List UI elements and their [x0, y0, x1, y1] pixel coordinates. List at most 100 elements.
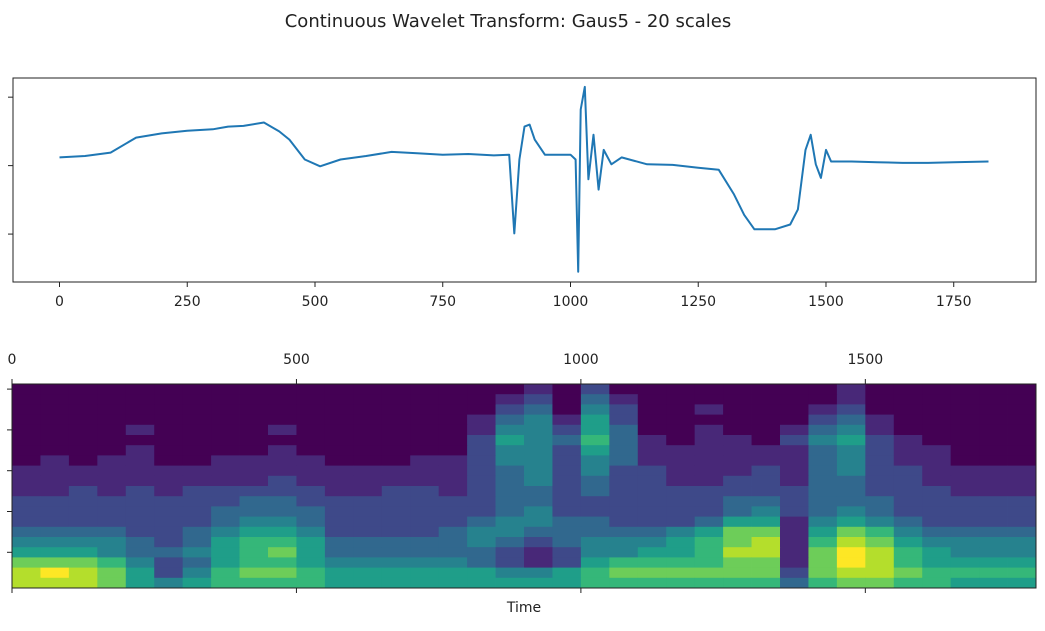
heat-cell [836, 557, 866, 568]
heat-cell [12, 384, 41, 395]
heat-cell [467, 526, 496, 538]
heat-cell [780, 404, 809, 415]
heat-cell [609, 475, 639, 487]
heat-cell [324, 445, 354, 456]
heat-cell [68, 455, 98, 466]
heat-cell [68, 547, 98, 558]
heat-cell [609, 445, 639, 456]
heat-cell [780, 526, 809, 538]
heat-cell [353, 516, 383, 528]
heat-cell [438, 577, 468, 589]
heat-cell [125, 445, 155, 456]
heat-cell [865, 486, 895, 497]
heat-cell [524, 424, 553, 436]
heat-cell [950, 465, 980, 477]
heat-cell [950, 526, 980, 538]
heat-cell [353, 404, 383, 415]
heat-cell [666, 496, 696, 507]
heat-cell [751, 424, 781, 436]
heat-cell [12, 445, 41, 456]
heat-cell [495, 567, 525, 579]
heat-cell [324, 567, 354, 579]
heat-cell [922, 496, 952, 507]
heat-cell [666, 567, 696, 579]
heat-cell [922, 424, 952, 436]
heat-cell [40, 577, 70, 589]
heat-cell [97, 547, 127, 558]
heat-cell [637, 404, 667, 415]
heat-cell [495, 475, 525, 487]
heat-cell [524, 557, 553, 568]
heat-cell [381, 516, 411, 528]
heat-cell [694, 394, 724, 405]
heat-cell [268, 537, 297, 548]
heat-cell [723, 475, 752, 487]
heat-cell [552, 455, 582, 466]
heat-cell [40, 557, 70, 568]
heat-cell [893, 384, 923, 395]
heat-cell [410, 435, 440, 446]
heat-cell [666, 445, 696, 456]
heat-cell [438, 496, 468, 507]
heat-cell [239, 435, 269, 446]
heat-cell [125, 486, 155, 497]
heat-cell [609, 577, 639, 589]
heat-cell [865, 496, 895, 507]
heat-cell [609, 384, 639, 395]
heat-cell [836, 475, 866, 487]
heat-cell [1007, 384, 1037, 395]
heat-cell [296, 445, 326, 456]
heat-cell [637, 455, 667, 466]
heat-cell [154, 516, 184, 528]
heat-cell [296, 465, 326, 477]
heat-cell [524, 404, 553, 415]
heat-cell [467, 465, 496, 477]
heat-cell [552, 414, 582, 426]
heat-cell [353, 394, 383, 405]
heat-cell [239, 577, 269, 589]
heat-cell [666, 465, 696, 477]
heat-cell [723, 424, 752, 436]
heat-cell [268, 384, 297, 395]
heat-cell [12, 486, 41, 497]
heat-cell [438, 445, 468, 456]
heat-cell [694, 506, 724, 517]
heat-cell [694, 577, 724, 589]
heat-cell [950, 547, 980, 558]
heat-cell [979, 384, 1008, 395]
heat-cell [1007, 475, 1037, 487]
heat-cell [950, 404, 980, 415]
heat-cell [381, 465, 411, 477]
heat-cell [552, 516, 582, 528]
heat-cell [637, 435, 667, 446]
heat-cell [495, 424, 525, 436]
heat-cell [552, 506, 582, 517]
heat-cell [12, 506, 41, 517]
heat-cell [381, 435, 411, 446]
heat-cell [296, 516, 326, 528]
heat-cell [609, 455, 639, 466]
heat-cell [296, 557, 326, 568]
heat-cell [12, 475, 41, 487]
heat-cell [125, 384, 155, 395]
heat-cell [40, 404, 70, 415]
heat-cell [40, 394, 70, 405]
heat-cell [97, 435, 127, 446]
heat-cell [495, 394, 525, 405]
heat-cell [68, 414, 98, 426]
heat-cell [780, 455, 809, 466]
heat-cell [182, 516, 212, 528]
heat-cell [922, 516, 952, 528]
heat-cell [182, 424, 212, 436]
heat-cell [324, 486, 354, 497]
heat-cell [922, 506, 952, 517]
heat-cell [694, 526, 724, 538]
heat-cell [268, 404, 297, 415]
signal-line [59, 85, 989, 273]
heat-cell [97, 567, 127, 579]
heat-cell [154, 445, 184, 456]
heat-cell [836, 435, 866, 446]
heat-cell [609, 404, 639, 415]
heat-cell [239, 404, 269, 415]
heat-cell [495, 516, 525, 528]
